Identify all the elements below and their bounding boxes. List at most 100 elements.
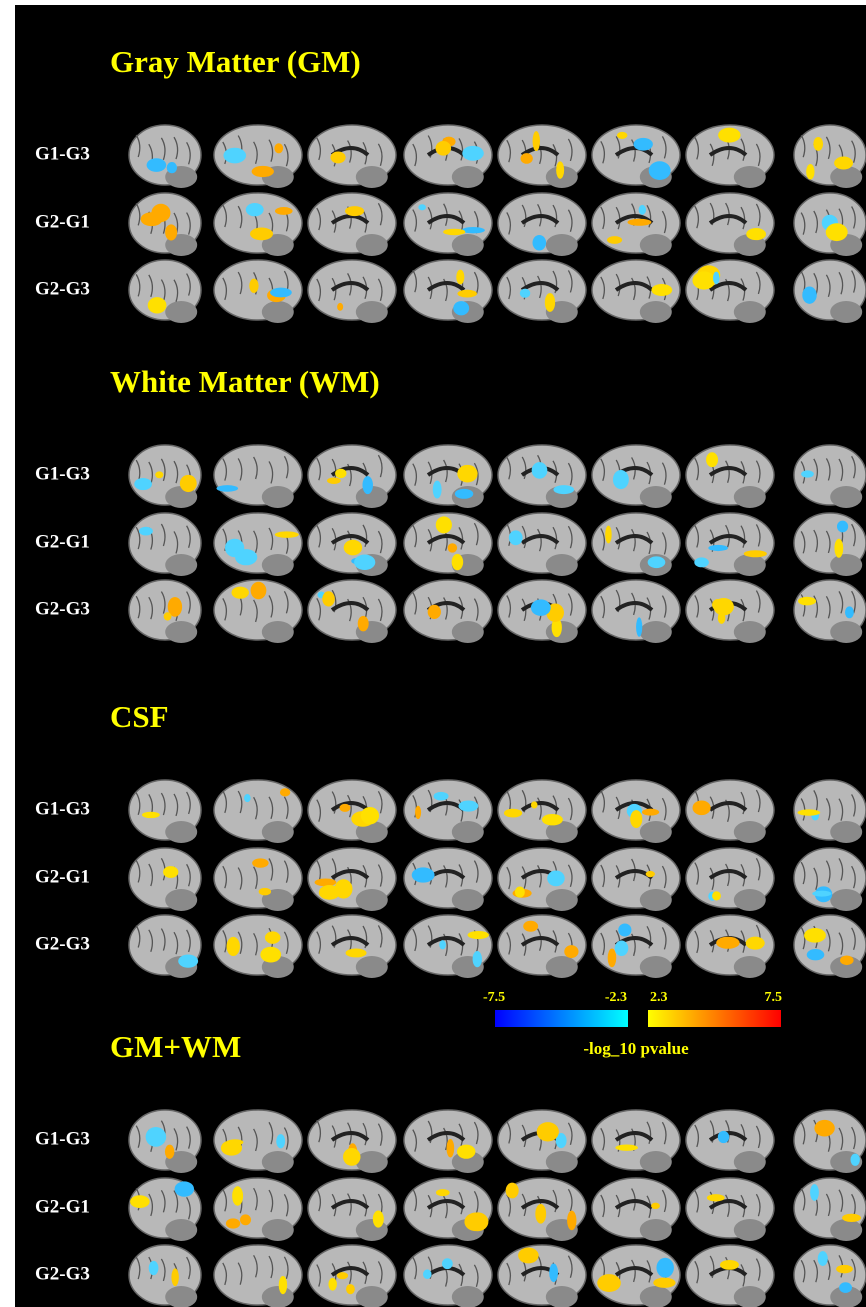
cerebellum [546, 234, 578, 256]
activation-blob [455, 489, 473, 499]
activation-blob [458, 801, 478, 812]
activation-blob [328, 1278, 336, 1291]
activation-blob [346, 1284, 355, 1294]
activation-blob [630, 810, 642, 828]
activation-blob [802, 287, 816, 304]
activation-blob [509, 530, 523, 545]
cerebellum [165, 889, 197, 911]
activation-blob [718, 1131, 729, 1143]
activation-blob [139, 527, 153, 536]
activation-blob [434, 792, 449, 801]
brain-slice [686, 513, 774, 576]
activation-blob [448, 543, 458, 552]
row-label: G2-G1 [35, 866, 90, 887]
activation-blob [473, 951, 482, 967]
cerebellum [356, 301, 388, 323]
cerebellum [165, 821, 197, 843]
row-label: G1-G3 [35, 463, 90, 484]
cerebellum [734, 1286, 766, 1307]
activation-blob [346, 949, 367, 958]
cerebellum [640, 889, 672, 911]
colorbar-label: -log_10 pvalue [583, 1039, 689, 1058]
activation-blob [252, 858, 268, 867]
activation-blob [850, 1154, 859, 1166]
activation-blob [693, 801, 711, 816]
activation-blob [826, 223, 848, 241]
activation-blob [452, 554, 464, 570]
row-label: G2-G1 [35, 1196, 90, 1217]
activation-blob [232, 1186, 243, 1206]
activation-blob [453, 301, 469, 315]
activation-blob [716, 937, 739, 949]
activation-blob [564, 945, 578, 958]
activation-blob [718, 128, 740, 143]
activation-blob [433, 481, 442, 499]
activation-blob [327, 477, 341, 483]
activation-blob [836, 1265, 853, 1274]
row-label: G2-G3 [35, 933, 90, 954]
cerebellum [262, 1151, 294, 1173]
cerebellum [640, 486, 672, 508]
cerebellum [640, 821, 672, 843]
activation-blob [315, 878, 337, 886]
activation-blob [812, 891, 831, 897]
activation-blob [806, 164, 814, 180]
activation-blob [656, 1258, 673, 1278]
section-title: Gray Matter (GM) [110, 44, 361, 79]
activation-blob [814, 1120, 834, 1137]
cerebellum [546, 889, 578, 911]
cerebellum [830, 554, 862, 576]
colorbar-negative [495, 1010, 628, 1027]
activation-blob [746, 937, 765, 950]
activation-blob [504, 809, 522, 818]
cerebellum [734, 821, 766, 843]
activation-blob [813, 137, 823, 151]
activation-blob [456, 270, 464, 285]
activation-blob [240, 1214, 251, 1225]
activation-blob [818, 1251, 828, 1266]
activation-blob [708, 545, 728, 551]
activation-blob [713, 598, 733, 615]
activation-blob [418, 204, 426, 210]
activation-blob [319, 885, 340, 900]
activation-blob [713, 272, 720, 285]
activation-blob [462, 146, 484, 161]
activation-blob [343, 1148, 360, 1166]
activation-blob [260, 947, 281, 963]
activation-blob [276, 1134, 285, 1148]
activation-blob [532, 462, 548, 479]
activation-blob [845, 606, 854, 618]
activation-blob [608, 948, 617, 967]
activation-blob [428, 605, 441, 619]
activation-blob [149, 1261, 159, 1275]
activation-blob [615, 941, 629, 956]
activation-blob [542, 814, 563, 825]
activation-blob [842, 1214, 861, 1222]
section-title: White Matter (WM) [110, 364, 380, 399]
cerebellum [356, 1151, 388, 1173]
cerebellum [830, 486, 862, 508]
activation-blob [567, 1211, 576, 1231]
cerebellum [262, 554, 294, 576]
activation-blob [553, 485, 574, 494]
activation-blob [134, 478, 152, 490]
activation-blob [171, 1268, 178, 1286]
activation-blob [839, 1282, 852, 1293]
activation-blob [634, 138, 653, 151]
activation-blob [358, 616, 369, 631]
activation-blob [834, 157, 853, 170]
activation-blob [244, 794, 251, 802]
activation-blob [330, 151, 345, 163]
cerebellum [830, 821, 862, 843]
activation-blob [175, 1181, 194, 1196]
activation-blob [335, 469, 346, 479]
activation-blob [362, 476, 372, 494]
cerebellum [452, 166, 484, 188]
activation-blob [165, 1145, 174, 1159]
activation-blob [506, 1183, 519, 1199]
row-label: G1-G3 [35, 798, 90, 819]
activation-blob [339, 804, 350, 812]
activation-blob [322, 591, 335, 606]
activation-blob [275, 531, 299, 538]
activation-blob [345, 206, 364, 216]
